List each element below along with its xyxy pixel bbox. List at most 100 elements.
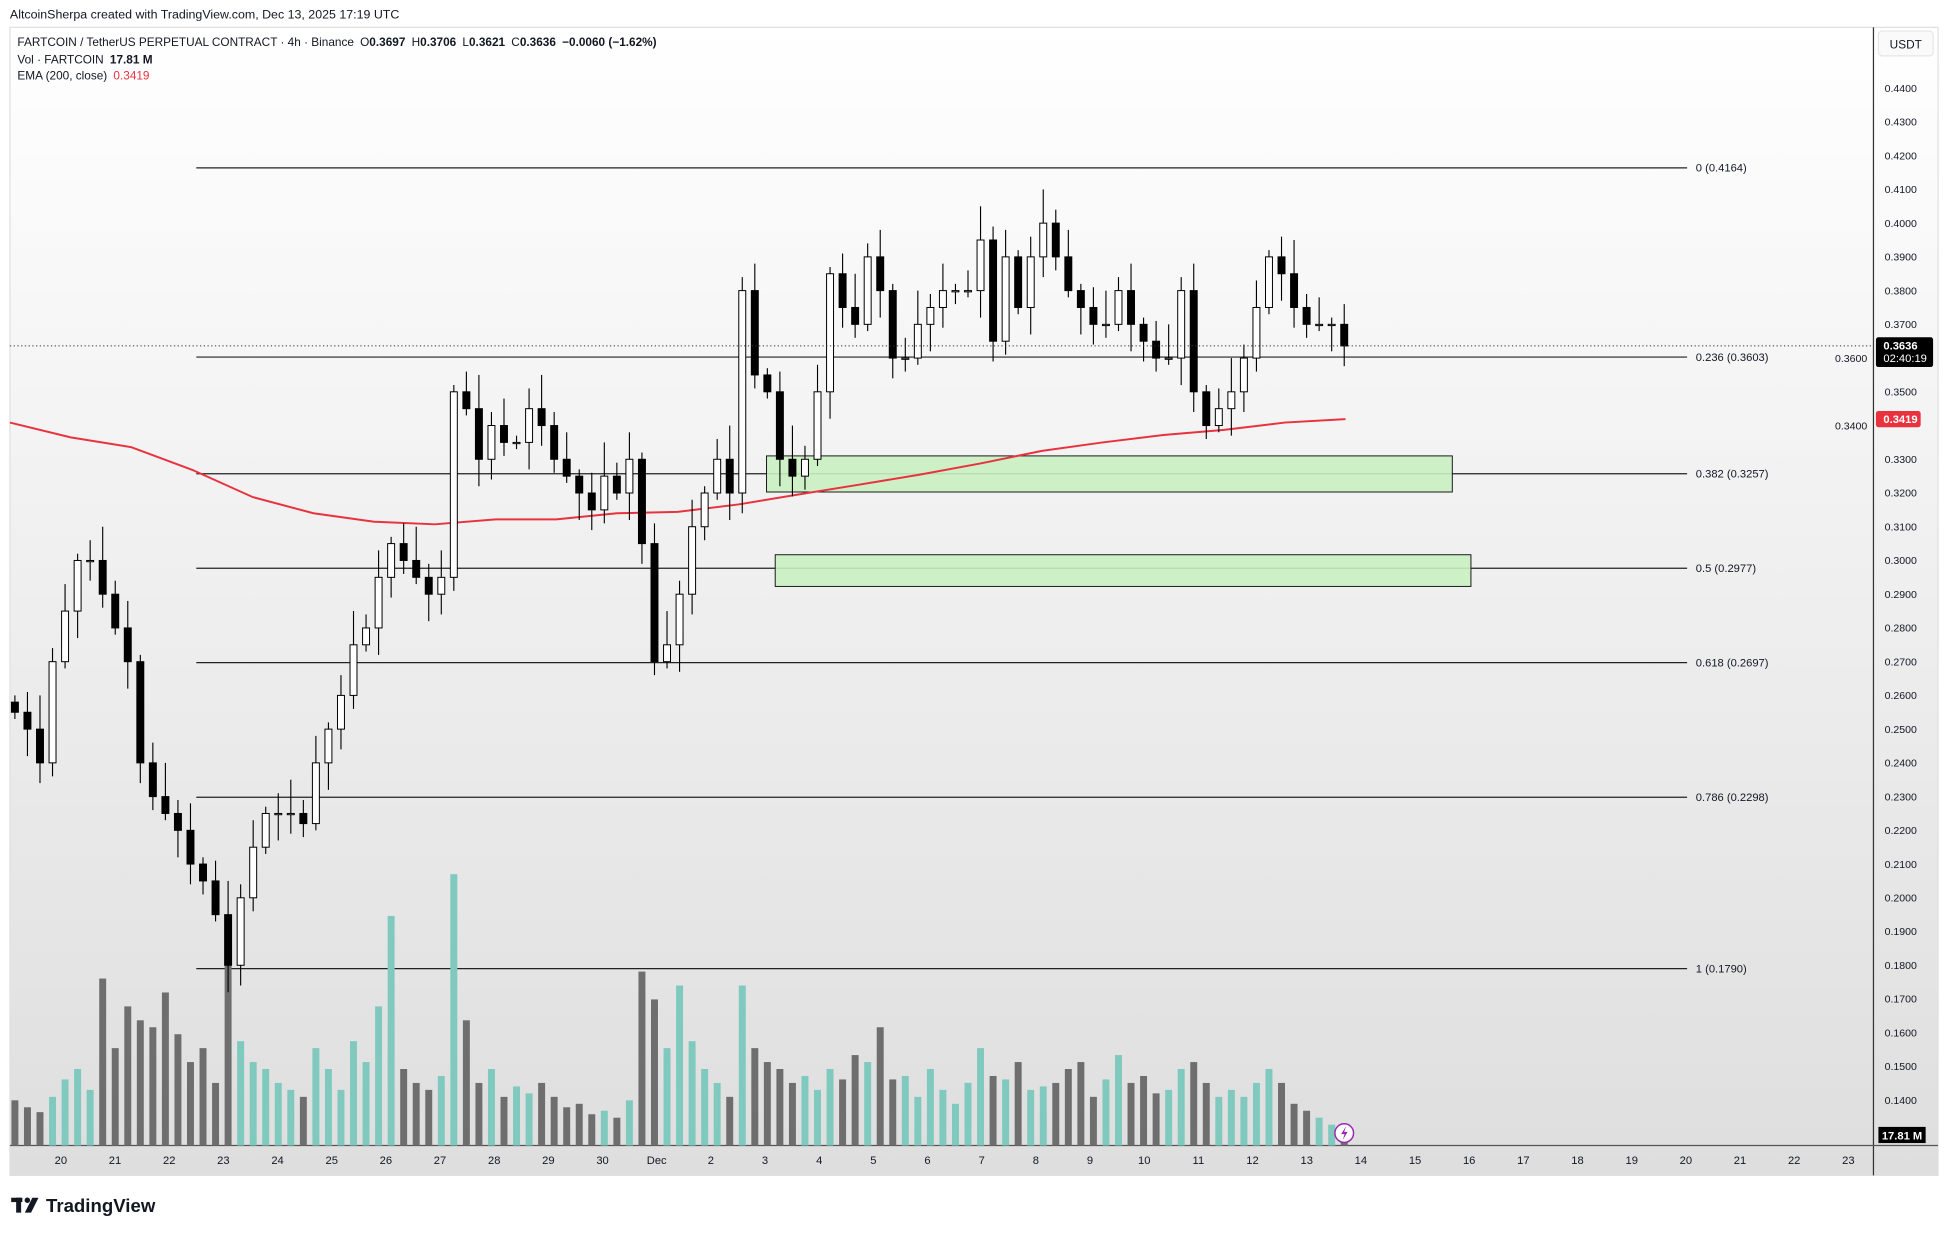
candle-body — [324, 728, 333, 764]
candle-body — [161, 796, 170, 814]
candle-body — [537, 408, 546, 427]
support-zone — [774, 554, 1472, 587]
high-value: 0.3706 — [420, 35, 457, 49]
volume-bar — [889, 1079, 897, 1146]
candle-body — [1139, 323, 1148, 342]
volume-bar — [613, 1117, 621, 1146]
time-tick-label: 6 — [924, 1155, 930, 1167]
price-tick-label: 0.3300 — [1885, 454, 1917, 466]
volume-bar — [575, 1103, 583, 1146]
candle-body — [700, 492, 709, 528]
candle-body — [788, 458, 797, 477]
volume-bar — [500, 1096, 508, 1146]
volume-bar — [1115, 1055, 1122, 1146]
candle-body — [625, 458, 634, 494]
volume-bar — [688, 1041, 696, 1146]
candle-body — [1127, 290, 1136, 325]
time-tick-label: 29 — [542, 1155, 554, 1167]
time-tick-label: 15 — [1409, 1155, 1421, 1167]
candle-body — [951, 290, 960, 293]
candle-body — [299, 812, 308, 825]
candle-body — [1189, 290, 1198, 393]
volume-bar — [977, 1048, 985, 1146]
time-tick-label: 5 — [870, 1155, 876, 1167]
volume-bar — [324, 1069, 332, 1146]
candle-body — [23, 711, 32, 730]
volume-bar — [901, 1075, 909, 1146]
fib-level-label: 1 (0.1790) — [1696, 963, 1747, 975]
chart-pane[interactable] — [9, 26, 1939, 1176]
logo-text: TradingView — [46, 1195, 156, 1216]
volume-bar — [625, 1100, 633, 1146]
volume-bar — [1052, 1082, 1060, 1146]
fib-level-label: 0.236 (0.3603) — [1696, 352, 1769, 364]
lightning-icon[interactable] — [1334, 1123, 1355, 1144]
candle-body — [236, 897, 245, 966]
volume-bar — [475, 1082, 483, 1146]
time-tick-label: 16 — [1463, 1155, 1475, 1167]
volume-bar — [588, 1114, 596, 1146]
price-tick-label: 0.1900 — [1885, 926, 1917, 938]
candle-body — [500, 425, 508, 443]
volume-bar — [701, 1069, 709, 1146]
volume-bar — [600, 1110, 608, 1146]
volume-bar — [989, 1075, 997, 1146]
attribution-text: AltcoinSherpa created with TradingView.c… — [10, 8, 399, 22]
candle-body — [286, 812, 295, 816]
last-price-tag: 0.3636 02:40:19 — [1875, 337, 1934, 368]
candle-body — [1239, 357, 1248, 393]
volume-bar — [199, 1048, 207, 1146]
price-tick-label: 0.4000 — [1885, 218, 1917, 230]
candles — [10, 189, 1349, 993]
tradingview-logo[interactable]: TradingView — [11, 1195, 156, 1216]
symbol-title: FARTCOIN / TetherUS PERPETUAL CONTRACT ·… — [17, 35, 354, 49]
volume-bar — [525, 1093, 533, 1146]
candle-body — [387, 543, 396, 578]
candle-body — [838, 273, 847, 308]
ema-legend-label: EMA (200, close) — [17, 69, 107, 83]
volume-bar — [186, 1062, 194, 1146]
candle-body — [474, 408, 483, 460]
volume-bar — [212, 1082, 220, 1146]
open-value: 0.3697 — [369, 35, 406, 49]
candle-body — [1051, 222, 1060, 258]
price-tick-label: 0.4400 — [1885, 83, 1917, 95]
candle-body — [1152, 340, 1161, 359]
candle-body — [663, 644, 671, 663]
volume-bar — [964, 1082, 972, 1146]
time-tick-label: 28 — [488, 1155, 500, 1167]
volume-bar — [237, 1041, 245, 1146]
time-tick-label: 21 — [1734, 1155, 1746, 1167]
time-axis[interactable]: 20 21 22 23 24 25 26 27 28 29 30 Dec 2 3 4 5 6 7 8 9 10 11 12 1… — [55, 1155, 1855, 1167]
volume-bar — [1265, 1069, 1273, 1146]
candle-body — [600, 475, 609, 511]
candle-body — [637, 458, 646, 545]
currency-button[interactable]: USDT — [1877, 30, 1934, 57]
legend: FARTCOIN / TetherUS PERPETUAL CONTRACT ·… — [17, 35, 656, 83]
time-tick-label: 12 — [1246, 1155, 1258, 1167]
price-tick-label: 0.2400 — [1885, 758, 1917, 770]
fib-level-label: 0.618 (0.2697) — [1696, 657, 1769, 669]
price-tick-label: 0.2200 — [1885, 825, 1917, 837]
volume-bar — [814, 1089, 821, 1146]
support-zones[interactable] — [766, 455, 1472, 587]
volume-bar — [1140, 1075, 1148, 1146]
fib-level-label: 0.5 (0.2977) — [1696, 563, 1757, 575]
price-axis[interactable]: 0.4400 0.4300 0.4200 0.4100 0.4000 0.3900 0.38… — [1835, 83, 1917, 1107]
candle-body — [73, 559, 82, 612]
volume-bar — [864, 1062, 872, 1146]
volume-bar — [174, 1034, 182, 1146]
candle-body — [274, 812, 283, 816]
volume-bar — [224, 964, 232, 1146]
volume-bar — [161, 992, 169, 1146]
candle-body — [399, 543, 408, 561]
volume-bar — [1064, 1069, 1072, 1146]
volume-bar — [136, 1020, 144, 1146]
candle-body — [1202, 391, 1211, 427]
price-tick-label: 0.3500 — [1885, 387, 1917, 399]
volume-bar — [1077, 1062, 1085, 1146]
candle-body — [186, 829, 195, 865]
volume-bar — [49, 1096, 57, 1146]
change-value: −0.0060 (−1.62%) — [562, 35, 657, 49]
